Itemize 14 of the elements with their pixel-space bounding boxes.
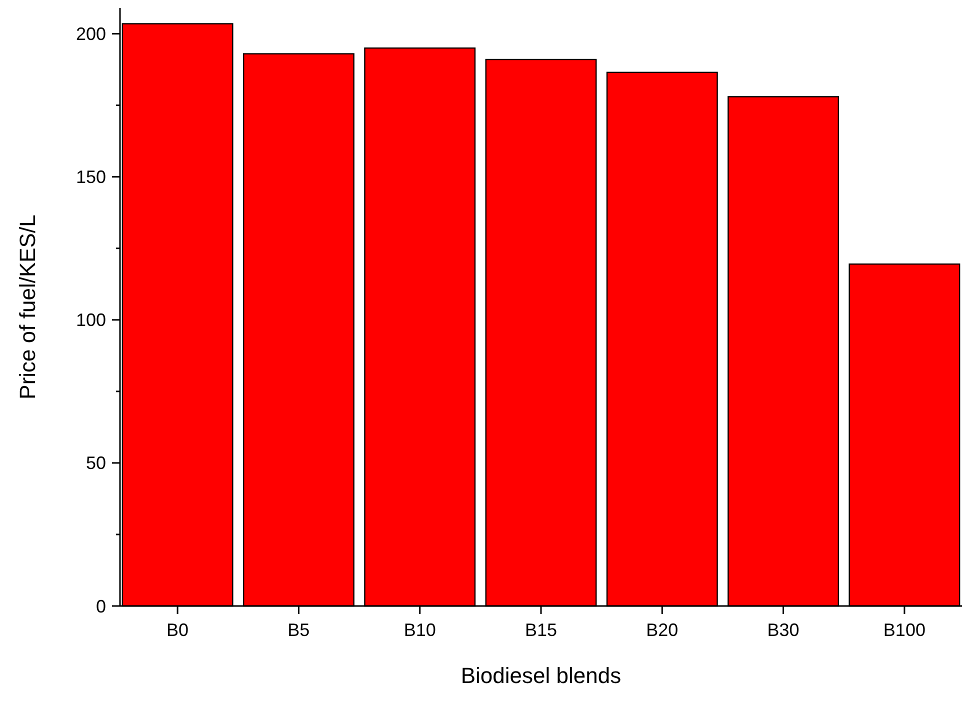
y-tick-label: 100 <box>76 310 106 330</box>
x-tick-label: B20 <box>646 620 678 640</box>
y-tick-label: 50 <box>86 453 106 474</box>
x-tick-label: B15 <box>524 620 558 640</box>
x-tick-label: B0 <box>166 620 189 640</box>
x-tick-label: B5 <box>288 620 310 640</box>
x-axis-title: Biodiesel blends <box>460 663 622 688</box>
y-tick-label: 0 <box>96 596 106 616</box>
x-tick-label: B100 <box>883 620 926 640</box>
y-axis-title: Price of fuel/KES/L <box>15 214 40 400</box>
y-tick-label: 200 <box>76 24 106 44</box>
x-tick-label: B10 <box>404 620 436 640</box>
y-tick-label: 150 <box>76 167 106 188</box>
x-tick-label: B30 <box>767 620 800 640</box>
